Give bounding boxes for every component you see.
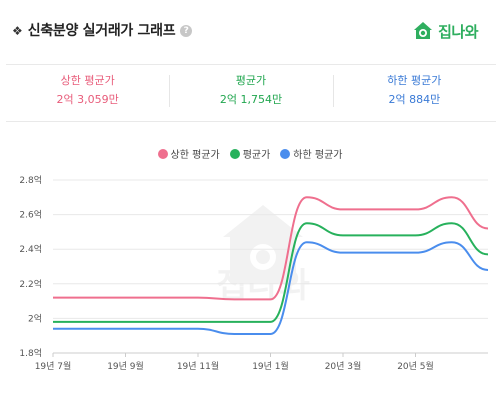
page-title: 신축분양 실거래가 그래프 <box>27 23 176 39</box>
legend-dot-low <box>280 148 291 159</box>
chart-legend: 상한 평균가 평균가 하한 평균가 <box>0 146 500 161</box>
title-group: ❖ 신축분양 실거래가 그래프 ? <box>12 22 193 40</box>
y-tick-label: 2.4억 <box>19 243 42 255</box>
y-tick-label: 1.8억 <box>19 347 42 359</box>
legend-item-high[interactable]: 상한 평균가 <box>157 146 220 161</box>
x-tick-label: 19년 1월 <box>252 360 289 372</box>
stat-high-label: 상한 평균가 <box>60 74 115 87</box>
legend-dot-average <box>229 148 240 159</box>
logo-text: 집나와 <box>438 22 478 41</box>
stat-high-value: 2억 3,059만 <box>56 93 119 106</box>
stat-average-value: 2억 1,754만 <box>219 93 283 106</box>
legend-label-high: 상한 평균가 <box>170 150 220 161</box>
diamond-bullet-icon: ❖ <box>12 24 23 38</box>
y-tick-label: 2.2억 <box>19 278 42 290</box>
y-tick-label: 2.8억 <box>19 174 42 186</box>
x-tick-label: 19년 7월 <box>35 360 72 372</box>
price-summary: 상한 평균가 2억 3,059만 평균가 2억 1,754만 하한 평균가 2억… <box>6 64 496 122</box>
stat-low-value: 2억 884만 <box>388 93 441 106</box>
y-axis-ticks: 1.8억 2억 2.2억 2.4억 2.6억 2.8억 <box>19 174 42 359</box>
x-axis-ticks: 19년 7월 19년 9월 19년 11월 19년 1월 20년 3월 20년 5월 <box>35 353 434 372</box>
help-icon[interactable]: ? <box>180 25 193 37</box>
house-logo-icon <box>414 22 433 39</box>
series-line-low <box>53 241 489 335</box>
header: ❖ 신축분양 실거래가 그래프 ? 집나와 <box>0 0 500 64</box>
legend-label-average: 평균가 <box>242 150 271 161</box>
legend-label-low: 하한 평균가 <box>293 150 343 161</box>
stat-low: 하한 평균가 2억 884만 <box>332 65 496 121</box>
legend-dot-high <box>157 148 168 159</box>
series-lines <box>52 196 489 335</box>
stat-high: 상한 평균가 2억 3,059만 <box>6 65 169 121</box>
stat-average: 평균가 2억 1,754만 <box>169 65 332 121</box>
x-tick-label: 20년 5월 <box>397 360 434 372</box>
logo[interactable]: 집나와 <box>412 20 478 42</box>
x-tick-label: 19년 11월 <box>177 360 219 372</box>
legend-item-low[interactable]: 하한 평균가 <box>280 146 342 161</box>
x-tick-label: 20년 3월 <box>325 360 362 372</box>
series-line-average <box>53 222 489 323</box>
series-line-high <box>52 196 489 301</box>
x-tick-label: 19년 9월 <box>107 360 144 372</box>
stat-low-label: 하한 평균가 <box>387 74 442 87</box>
stat-average-label: 평균가 <box>235 74 267 87</box>
legend-item-average[interactable]: 평균가 <box>229 146 271 161</box>
y-tick-label: 2.6억 <box>19 209 42 221</box>
y-tick-label: 2억 <box>28 312 42 324</box>
